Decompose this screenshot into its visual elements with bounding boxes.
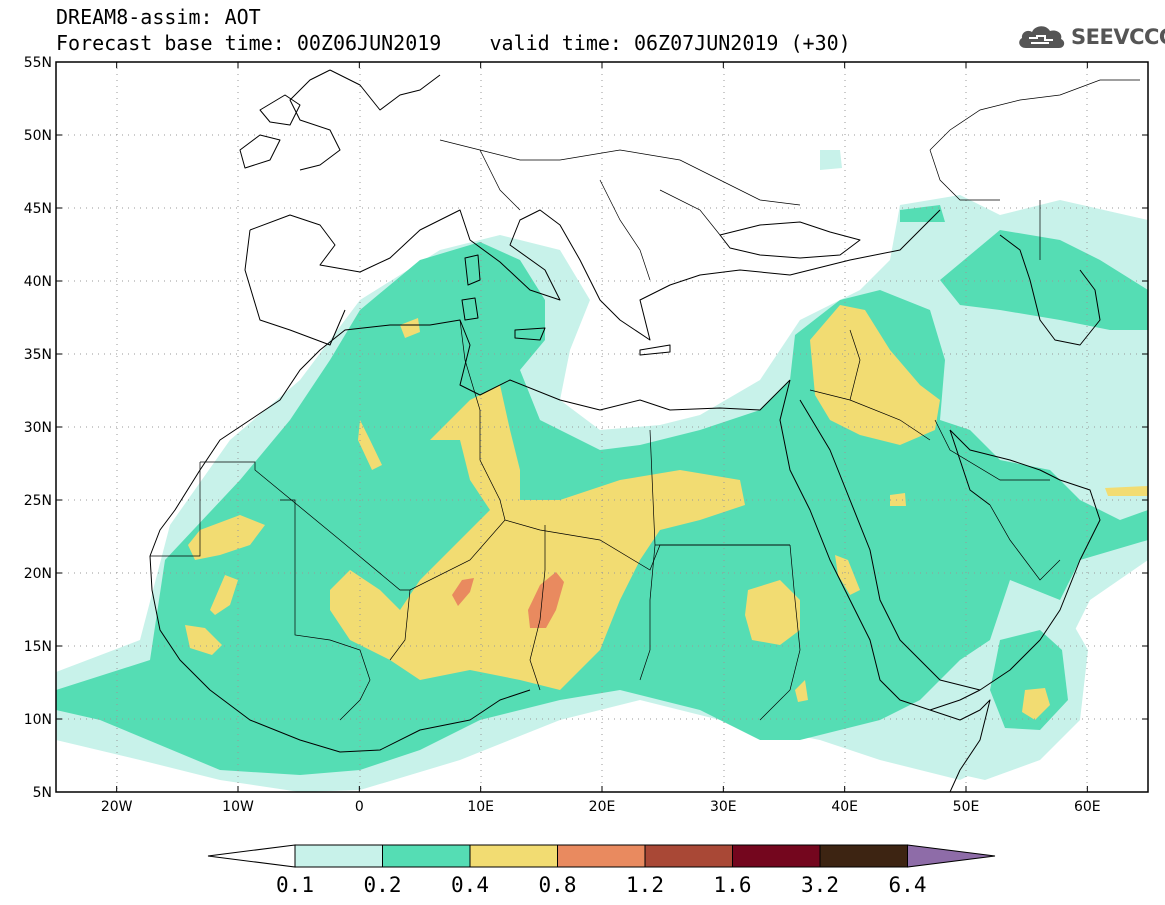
forecast-times: Forecast base time: 00Z06JUN2019 valid t… (56, 32, 851, 54)
colorbar-label: 1.6 (714, 873, 752, 897)
colorbar-label: 3.2 (801, 873, 839, 897)
aot-field-0.4 (185, 305, 1148, 720)
colorbar-label: 1.2 (626, 873, 664, 897)
colorbar-label: 0.8 (539, 873, 577, 897)
colorbar-segment (644, 844, 733, 868)
base-time: Forecast base time: 00Z06JUN2019 (56, 31, 442, 55)
colorbar-segment (469, 844, 558, 868)
colorbar-label: 0.2 (364, 873, 402, 897)
colorbar-segment (732, 844, 821, 868)
colorbar-label: 0.4 (451, 873, 489, 897)
graticule (56, 62, 1148, 792)
aot-field-0.8 (452, 572, 564, 628)
product-title: DREAM8-assim: AOT (56, 5, 261, 29)
cloud-icon (1019, 26, 1065, 48)
coastlines (149, 69, 1101, 792)
lon-label: 40E (831, 799, 858, 815)
lat-label: 55N (24, 55, 52, 71)
colorbar-segment-below-min (207, 844, 296, 868)
seevccc-logo: SEEVCCC (1016, 22, 1165, 52)
lon-label: 20E (589, 799, 616, 815)
lat-label: 35N (24, 347, 52, 363)
lon-label: 20W (101, 799, 133, 815)
colorbar-segment-above-max (907, 844, 996, 868)
colorbar-label: 6.4 (889, 873, 927, 897)
lon-label: 10W (222, 799, 254, 815)
lat-label: 45N (24, 201, 52, 217)
lat-label: 30N (24, 420, 52, 436)
lat-label: 20N (24, 566, 52, 582)
lat-label: 5N (33, 785, 52, 801)
lon-label: 60E (1074, 799, 1101, 815)
longitude-axis: 20W 10W 0 10E 20E 30E 40E 50E 60E (101, 62, 1101, 815)
lon-label: 30E (710, 799, 737, 815)
lat-label: 15N (24, 639, 52, 655)
latitude-axis: 55N 50N 45N 40N 35N 30N 25N 20N 15N 10N 5N (24, 55, 1148, 801)
colorbar-segment (557, 844, 646, 868)
lat-label: 25N (24, 493, 52, 509)
country-borders (150, 79, 1140, 721)
lat-label: 50N (24, 128, 52, 144)
valid-time: valid time: 06Z07JUN2019 (+30) (489, 31, 851, 55)
colorbar-segment (382, 844, 471, 868)
colorbar-segment (294, 844, 383, 868)
lat-label: 10N (24, 712, 52, 728)
logo-text: SEEVCCC (1071, 25, 1165, 49)
lon-label: 50E (953, 799, 980, 815)
colorbar-segment (819, 844, 908, 868)
lat-label: 40N (24, 274, 52, 290)
lon-label: 0 (355, 799, 364, 815)
colorbar-label: 0.1 (276, 873, 314, 897)
lon-label: 10E (467, 799, 494, 815)
